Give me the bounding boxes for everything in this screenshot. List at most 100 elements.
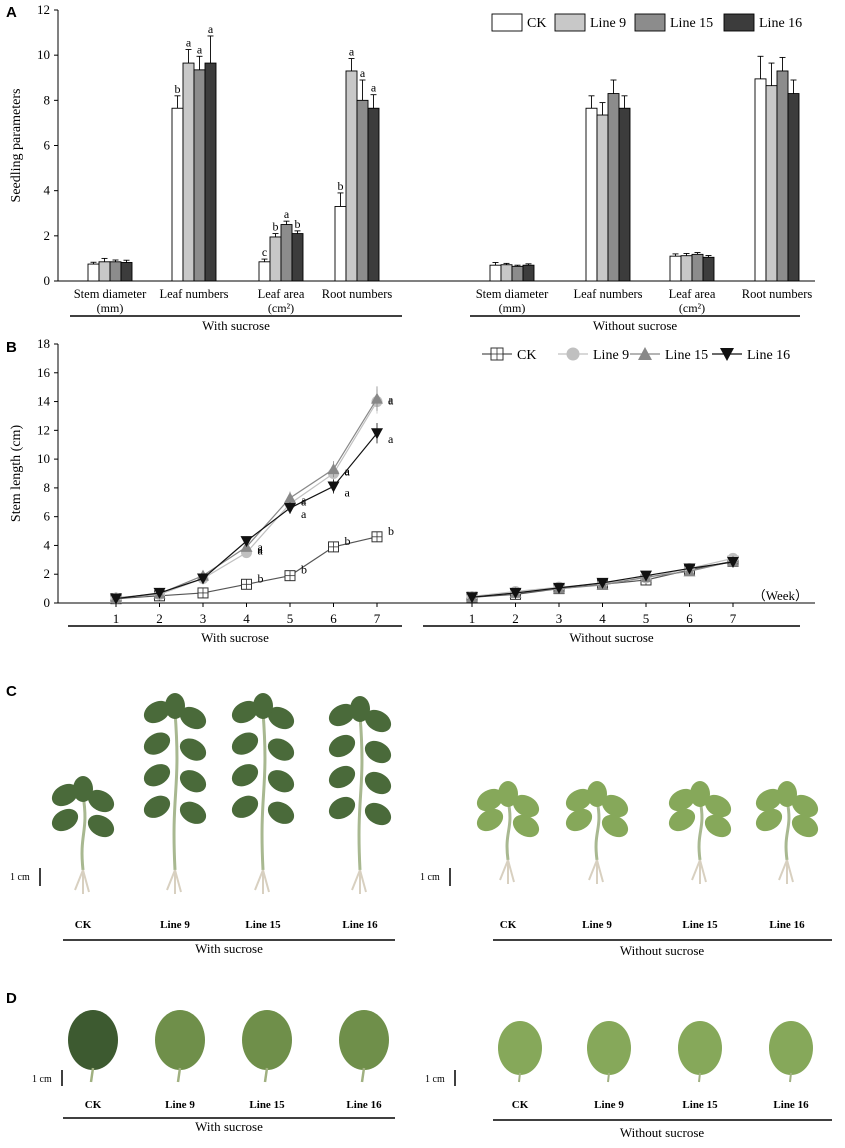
leaf-shape (143, 795, 171, 818)
leaf-shape (143, 764, 171, 787)
y-tick-label: 8 (44, 480, 51, 495)
significance-letter: c (262, 245, 267, 259)
significance-letter: b (388, 524, 394, 538)
petiole (789, 1072, 792, 1083)
x-tick-label: 4 (243, 611, 250, 626)
significance-letter: a (284, 207, 290, 221)
leaf-photos: 1 cm 1 cm CK CK Line 9 Line 9 Line 15 Line 15 Li… (32, 1010, 832, 1140)
leaf-shape (350, 696, 370, 722)
sample-label: Line 15 (249, 1099, 285, 1111)
leaf-shape (791, 814, 819, 838)
sample-label: Line 16 (346, 1099, 382, 1111)
series-line (115, 432, 378, 600)
significance-letter: a (360, 66, 366, 80)
significance-letter: a (258, 540, 264, 554)
legend-label: Line 15 (665, 348, 708, 363)
stem-shape (172, 711, 179, 871)
bar (258, 261, 271, 282)
y-tick-label: 2 (44, 228, 51, 243)
leaf-shape (755, 788, 783, 812)
significance-letter: a (258, 542, 264, 556)
leaf-shape (791, 794, 819, 818)
y-tick-label: 12 (37, 422, 50, 437)
x-tick-label: 1 (113, 611, 120, 626)
x-tick-label: 7 (374, 611, 381, 626)
category-unit: (cm²) (679, 301, 705, 315)
stem-shape (594, 799, 601, 861)
root-shape (166, 869, 182, 894)
category-label: Stem diameter (476, 287, 549, 301)
leaf-shape (476, 788, 504, 812)
significance-letter: a (388, 432, 394, 446)
bar (691, 253, 704, 282)
leaf-shape (51, 783, 79, 807)
panel-letter-c: C (6, 683, 17, 700)
y-axis-label: Seedling parameters (9, 89, 24, 203)
leaf-shape (179, 706, 207, 730)
bar (522, 264, 535, 282)
legend-label: Line 9 (590, 16, 626, 31)
x-tick-label: 5 (643, 611, 650, 626)
legend-label: Line 9 (593, 348, 629, 363)
bar (702, 256, 715, 282)
root-shape (588, 859, 604, 884)
leaf-shape (51, 808, 79, 832)
bar (204, 62, 217, 282)
root-shape (74, 869, 90, 894)
bar (607, 93, 620, 282)
legend-swatch (634, 13, 666, 32)
category-label: Root numbers (322, 287, 393, 301)
scale-label: 1 cm (10, 872, 30, 883)
bar (776, 70, 789, 282)
category-label: Leaf numbers (159, 287, 228, 301)
x-tick-label: 6 (330, 611, 337, 626)
y-tick-label: 0 (44, 595, 51, 610)
y-tick-label: 16 (37, 365, 51, 380)
bar (171, 107, 184, 282)
bar (669, 255, 682, 282)
root-shape (499, 859, 515, 884)
group-label: With sucrose (195, 941, 263, 956)
bar (618, 107, 631, 282)
y-tick-label: 2 (44, 566, 51, 581)
x-tick-label: 7 (730, 611, 737, 626)
data-point (327, 481, 340, 493)
significance-letter: a (345, 464, 351, 478)
leaf-shape (364, 771, 392, 795)
significance-letter: a (208, 22, 214, 36)
data-point (197, 573, 209, 585)
legend-label: Line 16 (747, 348, 790, 363)
y-tick-label: 0 (44, 273, 51, 288)
significance-letter: b (273, 220, 279, 234)
panel-letter-d: D (6, 990, 17, 1007)
bar (596, 114, 609, 282)
x-tick-label: 3 (200, 611, 207, 626)
leaf-shape (777, 781, 797, 807)
category-unit: (mm) (499, 301, 526, 315)
x-tick-label: 3 (556, 611, 563, 626)
y-tick-label: 10 (37, 451, 50, 466)
data-point (110, 593, 122, 605)
bar (489, 264, 502, 282)
group-label: Without sucrose (569, 630, 654, 645)
leaf-shape (267, 706, 295, 730)
leaf-shape (231, 764, 259, 787)
leaf-shape (179, 738, 207, 761)
y-tick-label: 14 (37, 394, 51, 409)
significance-letter: b (295, 217, 301, 231)
data-point (153, 587, 166, 599)
group-label: With sucrose (202, 318, 270, 333)
bar (585, 107, 598, 282)
leaf-shape (179, 770, 207, 793)
leaf-shape (87, 814, 115, 838)
significance-letter: a (258, 544, 264, 558)
leaf-shape (267, 770, 295, 793)
group-label: Without sucrose (620, 943, 705, 958)
leaf-photo (68, 1010, 118, 1070)
category-label: Leaf numbers (573, 287, 642, 301)
significance-letter: b (338, 179, 344, 193)
significance-letter: b (301, 563, 307, 577)
y-tick-label: 6 (44, 138, 51, 153)
petiole (89, 1067, 95, 1083)
